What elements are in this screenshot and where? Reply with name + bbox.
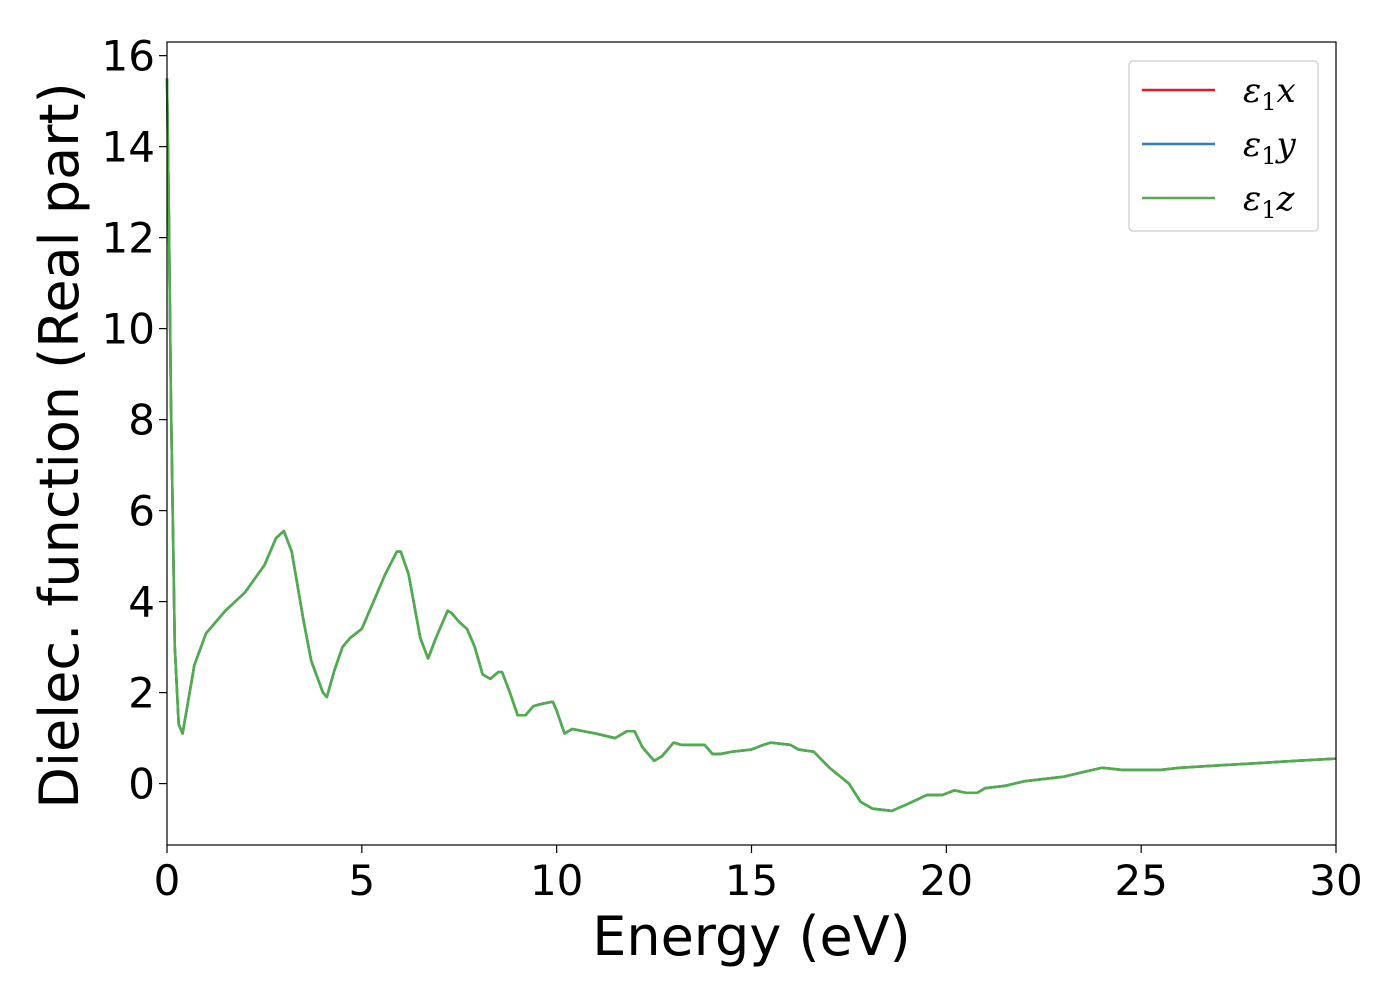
legend-variable: x — [1277, 71, 1296, 111]
x-tick-label: 0 — [154, 856, 181, 905]
y-tick-label: 2 — [128, 669, 155, 718]
legend-box — [1128, 60, 1319, 232]
series-layer — [165, 78, 1337, 813]
legend-label-y: ε1y — [1243, 125, 1297, 170]
x-tick-label: 15 — [725, 856, 778, 905]
x-tick-label: 25 — [1114, 856, 1167, 905]
legend-symbol: ε — [1243, 179, 1261, 219]
y-tick-label: 8 — [128, 396, 155, 445]
legend-subscript: 1 — [1261, 196, 1276, 224]
legend-label-z: ε1z — [1243, 179, 1296, 224]
legend-subscript: 1 — [1261, 142, 1276, 170]
legend-variable: z — [1276, 179, 1296, 219]
x-tick-label: 30 — [1309, 856, 1362, 905]
legend-label-x: ε1x — [1243, 71, 1296, 116]
ticks-layer: 0 5 10 15 20 25 30 0 2 4 6 8 10 12 14 16 — [102, 32, 1363, 905]
y-axis-label: Dielec. function (Real part) — [28, 82, 91, 808]
y-tick-label: 4 — [128, 578, 155, 627]
y-tick-label: 10 — [102, 305, 155, 354]
x-tick-label: 10 — [530, 856, 583, 905]
y-tick-label: 16 — [102, 32, 155, 81]
legend-variable: y — [1275, 125, 1297, 165]
x-axis-label: Energy (eV) — [592, 905, 911, 968]
y-tick-label: 12 — [102, 214, 155, 263]
x-tick-label: 20 — [920, 856, 973, 905]
legend-symbol: ε — [1243, 71, 1261, 111]
y-tick-label: 0 — [128, 760, 155, 809]
y-tick-label: 14 — [102, 123, 155, 172]
x-tick-label: 5 — [348, 856, 375, 905]
series-line-z — [165, 78, 1337, 813]
y-tick-label: 6 — [128, 487, 155, 536]
legend-subscript: 1 — [1261, 88, 1276, 116]
legend-symbol: ε — [1243, 125, 1261, 165]
